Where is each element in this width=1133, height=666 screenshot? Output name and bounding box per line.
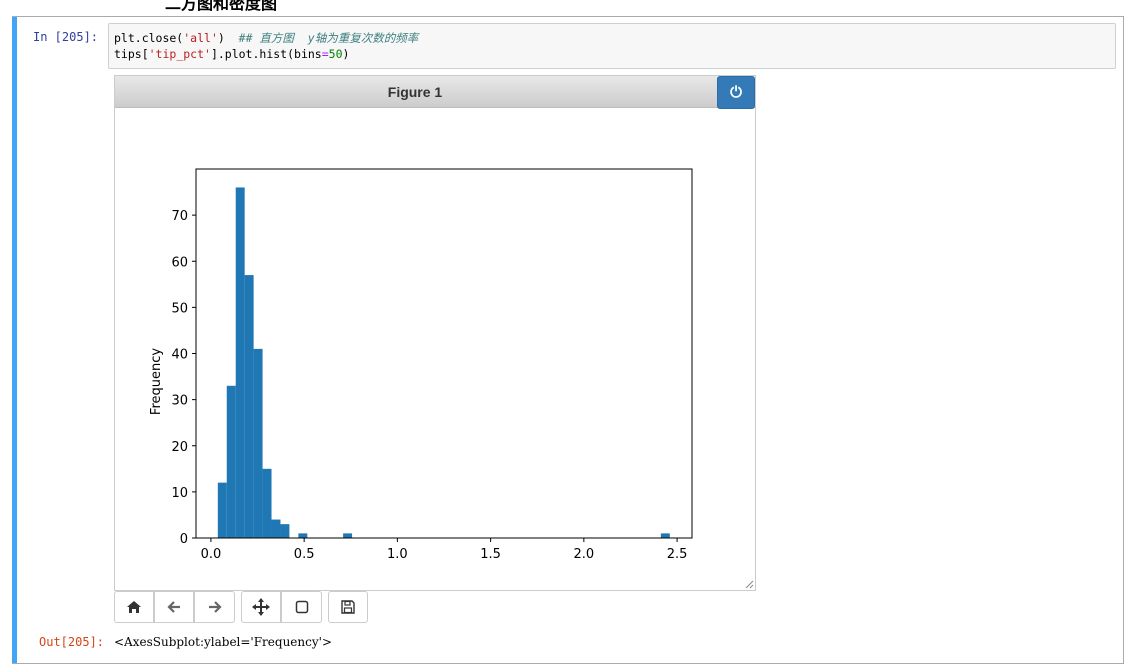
histogram-bar <box>262 468 272 538</box>
zoom-rect-button[interactable] <box>281 591 322 623</box>
back-arrow-icon <box>167 601 180 613</box>
resize-handle-icon[interactable] <box>744 579 754 589</box>
notebook-cell[interactable] <box>12 16 1124 664</box>
histogram-bar <box>343 533 353 538</box>
figure-titlebar: Figure 1 ⏻ <box>115 76 755 109</box>
back-button[interactable] <box>154 591 194 623</box>
histogram-bar <box>244 275 254 538</box>
output-prompt: Out[205]: <box>39 635 105 649</box>
x-tick-label: 0.0 <box>201 547 222 562</box>
y-tick-label: 30 <box>171 394 188 409</box>
code-line-1: plt.close('all') ## 直方图 y轴为重复次数的频率 <box>114 31 419 45</box>
histogram-chart: 0.0 0.5 1.0 1.5 2.0 2.5 0 10 20 30 40 50 60 70 Frequen… <box>149 168 693 562</box>
y-tick-label: 50 <box>171 301 188 316</box>
y-axis-label: Frequency <box>149 348 164 415</box>
output-text: <AxesSubplot:ylabel='Frequency'> <box>114 635 332 649</box>
move-icon <box>252 598 270 616</box>
code-line-2: tips['tip_pct'].plot.hist(bins=50) <box>114 47 350 61</box>
y-tick-label: 40 <box>171 348 188 363</box>
y-tick-label: 60 <box>171 255 188 270</box>
histogram-bar <box>271 519 281 538</box>
y-tick-label: 0 <box>180 532 188 547</box>
save-button[interactable] <box>328 591 368 623</box>
section-heading: 二方图和密度图 <box>165 0 278 13</box>
power-icon: ⏻ <box>730 83 742 101</box>
figure-title: Figure 1 <box>387 84 443 100</box>
histogram-bar <box>226 385 236 538</box>
x-tick-label: 1.5 <box>480 547 501 562</box>
input-prompt: In [205]: <box>33 30 99 44</box>
histogram-bar <box>280 524 290 538</box>
x-tick-label: 2.0 <box>574 547 595 562</box>
histogram-bar <box>298 533 308 538</box>
matplotlib-figure: Figure 1 ⏻ 0.0 0.5 1.0 1.5 2.0 2.5 0 10 20 30 40 50… <box>114 75 756 591</box>
y-tick-label: 20 <box>171 440 188 455</box>
histogram-bar <box>217 482 227 538</box>
forward-arrow-icon <box>208 601 222 613</box>
home-icon <box>127 601 141 613</box>
close-figure-button[interactable]: ⏻ <box>717 76 755 109</box>
code-editor[interactable]: plt.close('all') ## 直方图 y轴为重复次数的频率 tips[… <box>108 23 1116 69</box>
y-tick-label: 10 <box>171 486 188 501</box>
save-icon <box>341 600 355 614</box>
histogram-bar <box>235 187 245 538</box>
histogram-bar <box>253 348 263 538</box>
zoom-rect-icon <box>295 600 308 614</box>
x-tick-label: 2.5 <box>667 547 688 562</box>
figure-toolbar <box>114 591 374 623</box>
cell-selection-bar <box>12 16 17 664</box>
x-tick-label: 1.0 <box>387 547 408 562</box>
home-button[interactable] <box>114 591 154 623</box>
x-tick-label: 0.5 <box>294 547 315 562</box>
histogram-bar <box>660 533 670 538</box>
pan-button[interactable] <box>241 591 281 623</box>
y-tick-label: 70 <box>171 209 188 224</box>
forward-button[interactable] <box>194 591 235 623</box>
